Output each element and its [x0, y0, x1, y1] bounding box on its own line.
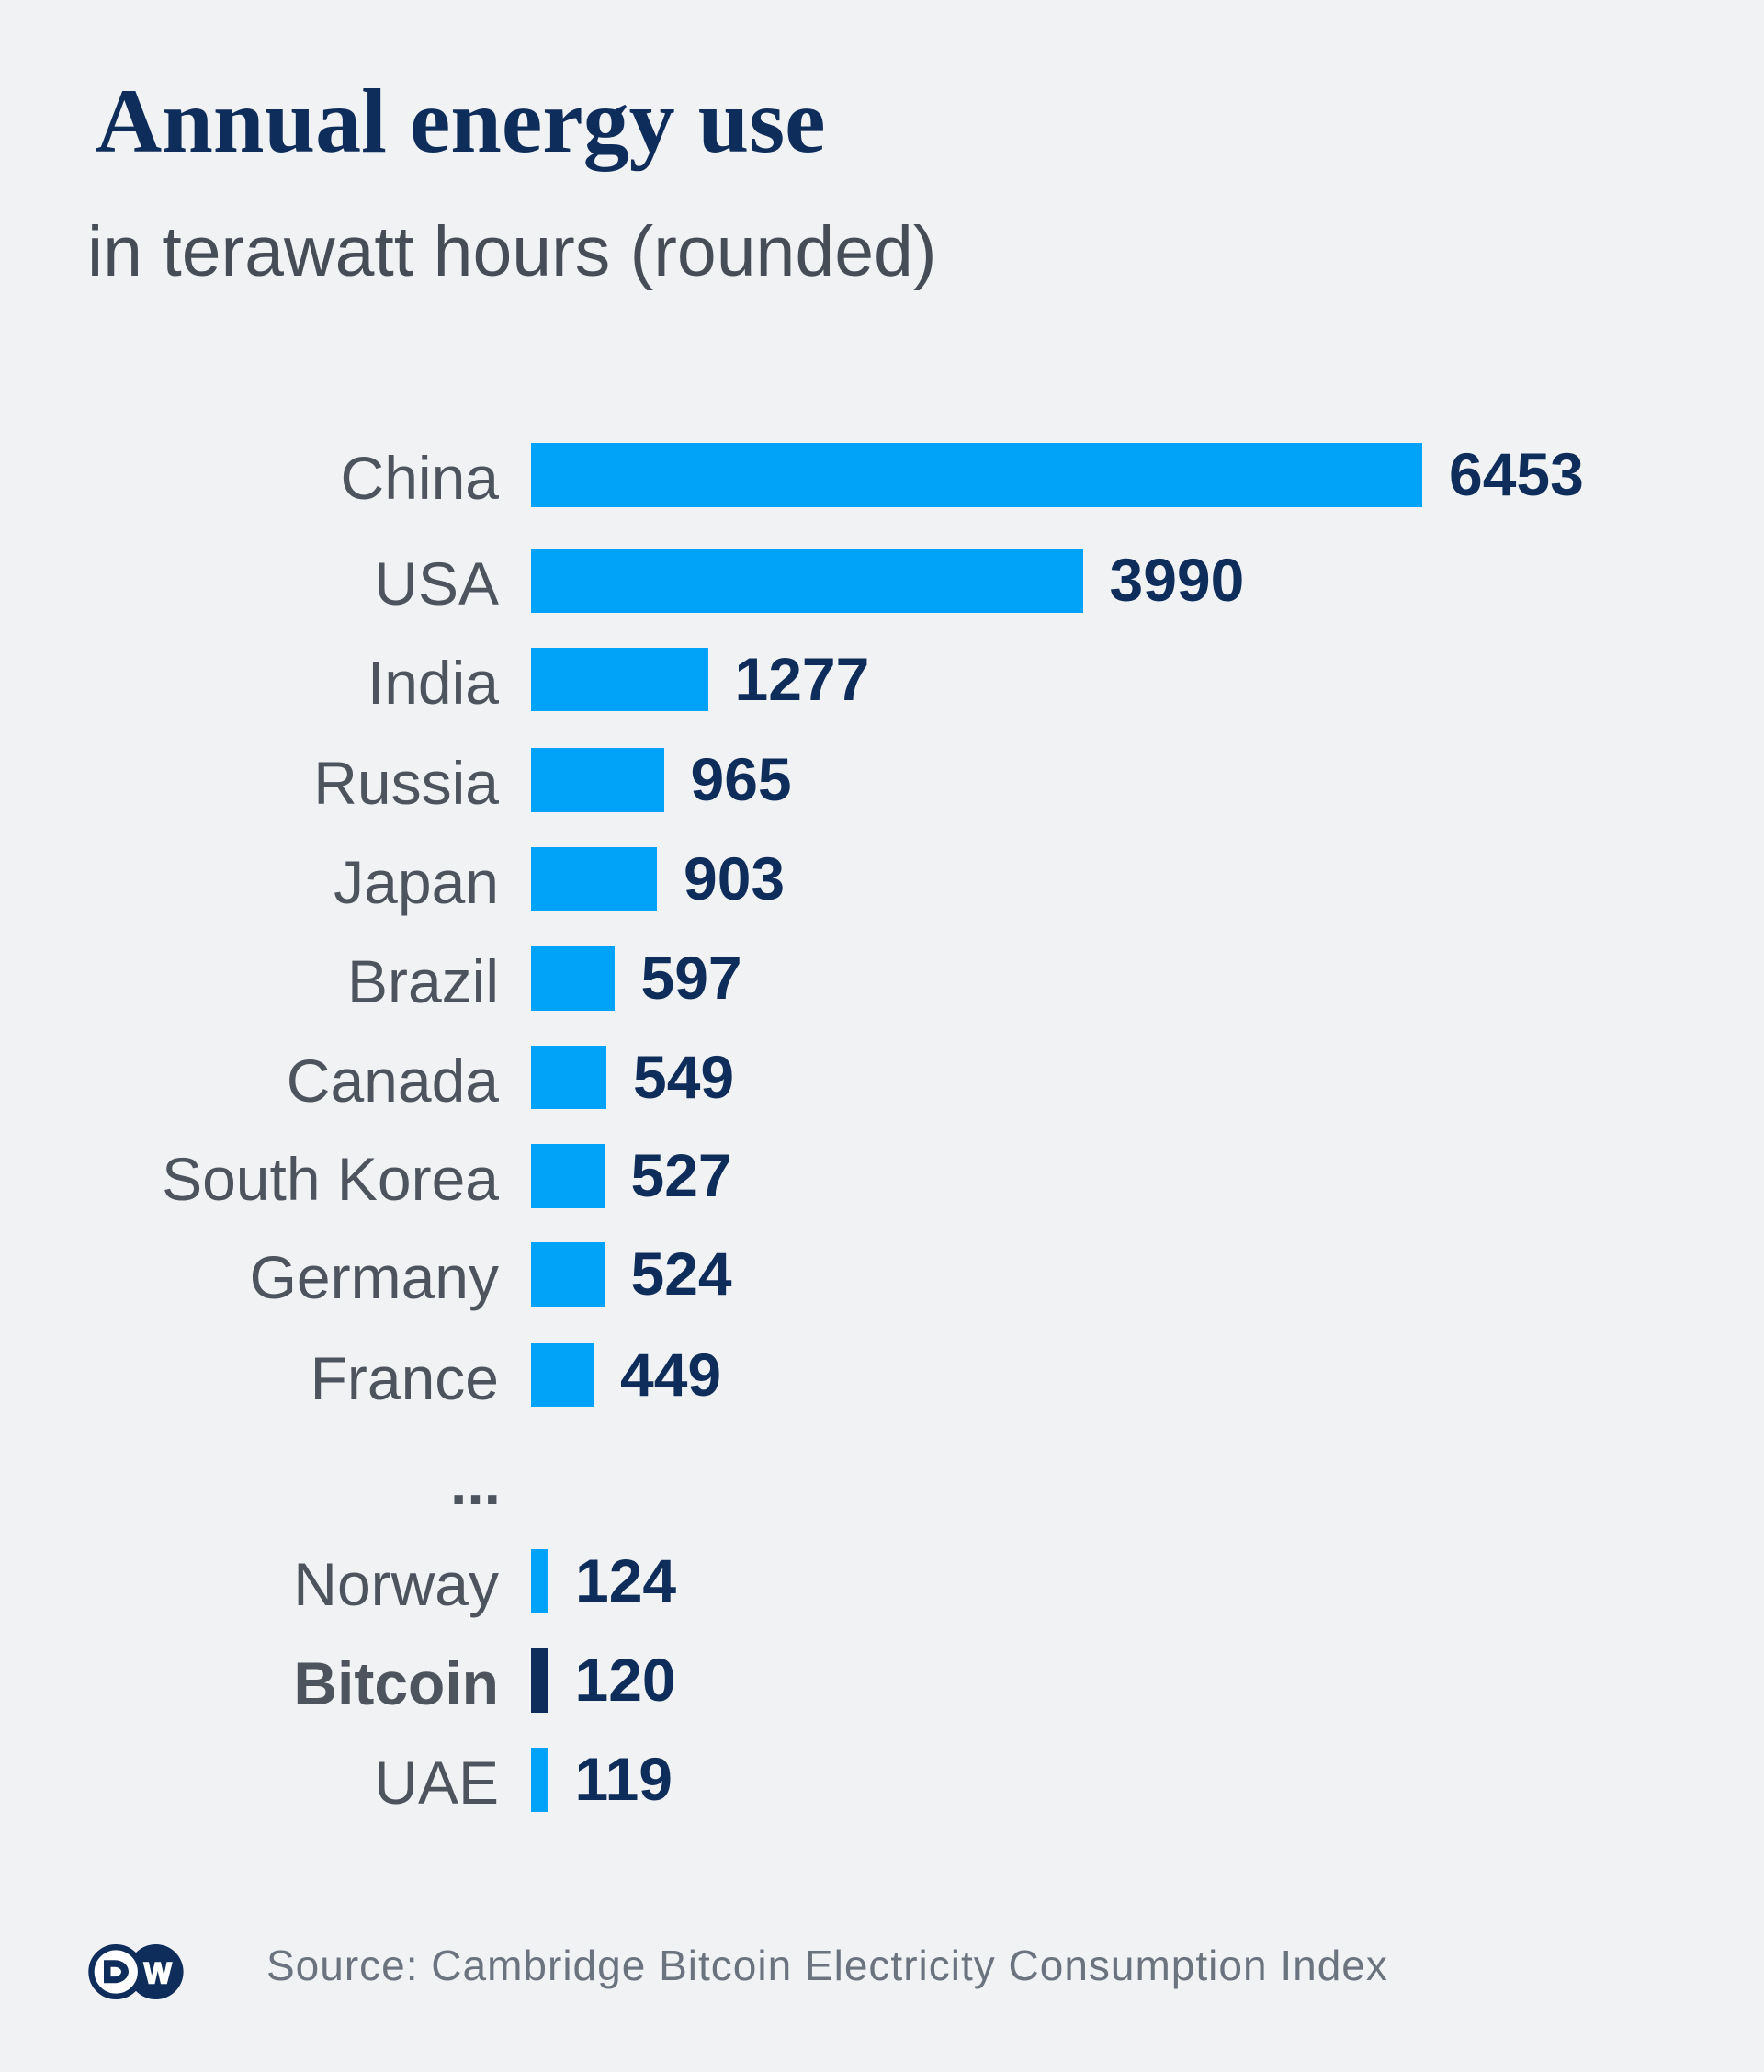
svg-text:W: W: [144, 1956, 173, 1989]
